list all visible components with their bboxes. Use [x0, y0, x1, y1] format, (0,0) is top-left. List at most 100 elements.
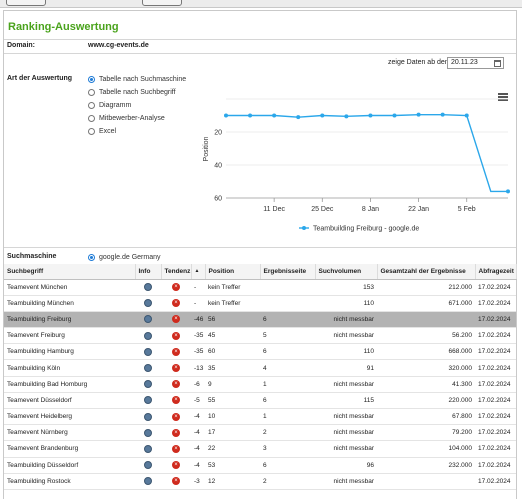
table-row[interactable]: Teambuilding München × - kein Treffer 110 671…	[4, 295, 516, 312]
table-row[interactable]: Teamevent Heidelberg × -4 10 1 nicht messbar 6…	[4, 408, 516, 426]
x-tick-label: 25 Dec	[311, 206, 334, 213]
col-abfragezeit[interactable]: Abfragezeit	[475, 264, 517, 280]
table-row[interactable]: Teambuilding Hamburg × -35 60 6 110 668.000 17.…	[4, 343, 516, 361]
info-icon[interactable]	[144, 444, 152, 453]
cell-suchvolumen: 96	[315, 457, 377, 474]
date-input[interactable]: 20.11.23	[447, 57, 504, 69]
radio-button[interactable]	[88, 127, 95, 135]
trend-down-icon: ×	[172, 283, 180, 292]
cell-ergebnisseite: 6	[260, 457, 315, 474]
cell-abfragezeit: 17.02.2024	[475, 440, 516, 458]
cell-suchbegriff: Teambuilding Bad Homburg	[4, 376, 135, 393]
info-icon[interactable]	[144, 380, 152, 389]
cell-tendenz: -35	[191, 327, 205, 345]
sort-ascending-icon[interactable]: ▲	[191, 264, 206, 280]
table-row[interactable]: Teamevent Freiburg × -35 45 5 nicht messbar 56…	[4, 327, 516, 345]
radio-button[interactable]	[88, 75, 95, 83]
cell-suchbegriff: Teambuilding Rostock	[4, 473, 135, 490]
date-value: 20.11.23	[451, 59, 478, 66]
cell-tendenz: -4	[191, 408, 205, 426]
cell-suchvolumen: nicht messbar	[315, 408, 377, 426]
info-icon[interactable]	[144, 428, 152, 437]
trend-down-icon: ×	[172, 461, 180, 470]
info-icon[interactable]	[144, 315, 152, 324]
cell-position: 17	[205, 424, 260, 442]
table-row[interactable]: Teamevent Brandenburg × -4 22 3 nicht messbar…	[4, 440, 516, 458]
info-icon[interactable]	[144, 477, 152, 486]
cell-abfragezeit: 17.02.2024	[475, 359, 516, 377]
info-icon[interactable]	[144, 347, 152, 356]
data-point	[224, 113, 228, 118]
radio-excel[interactable]: Excel	[88, 126, 116, 136]
cell-ergebnisseite: 1	[260, 376, 315, 393]
radio-diagramm[interactable]: Diagramm	[88, 100, 131, 110]
cell-ergebnisseite: 1	[260, 408, 315, 426]
cell-suchbegriff: Teamevent München	[4, 279, 135, 296]
info-icon[interactable]	[144, 412, 152, 421]
table-row[interactable]: Teamevent Nürnberg × -4 17 2 nicht messbar 79.…	[4, 424, 516, 442]
cell-ergebnisseite: 2	[260, 424, 315, 442]
cell-suchvolumen: 110	[315, 343, 377, 361]
x-tick-label: 22 Jan	[408, 206, 429, 213]
info-icon[interactable]	[144, 364, 152, 373]
table-row[interactable]: Teambuilding Freiburg × -46 56 6 nicht messba…	[4, 311, 516, 329]
radio-google-de[interactable]: google.de Germany	[88, 252, 160, 262]
radio-tabelle-suchmaschine[interactable]: Tabelle nach Suchmaschine	[88, 74, 186, 84]
cell-gesamtzahl: 56.200	[377, 327, 475, 345]
data-point	[440, 112, 445, 117]
radio-button[interactable]	[88, 101, 95, 109]
data-point	[248, 113, 253, 118]
col-position[interactable]: Position	[205, 264, 261, 280]
cell-tendenz: -46	[191, 311, 205, 329]
col-info[interactable]: Info	[135, 264, 162, 280]
trend-down-icon: ×	[172, 299, 180, 308]
cell-gesamtzahl: 79.200	[377, 424, 475, 442]
table-header: Suchbegriff Info Tendenz ▲ Position Erge…	[4, 264, 517, 280]
radio-label: Tabelle nach Suchbegriff	[99, 88, 176, 96]
table-row[interactable]: Teambuilding Köln × -13 35 4 91 320.000 17.02.2…	[4, 359, 516, 377]
cell-position: 9	[205, 376, 260, 393]
cell-tendenz: -	[191, 295, 205, 312]
col-tendenz[interactable]: Tendenz	[161, 264, 192, 280]
cell-gesamtzahl	[377, 473, 475, 490]
table-row[interactable]: Teambuilding Rostock × -3 12 2 nicht messbar 1…	[4, 473, 516, 490]
col-suchvolumen[interactable]: Suchvolumen	[315, 264, 378, 280]
info-icon[interactable]	[144, 396, 152, 405]
cell-position: 12	[205, 473, 260, 490]
cell-abfragezeit: 17.02.2024	[475, 327, 516, 345]
date-label: zeige Daten ab dem	[388, 59, 451, 66]
calendar-icon[interactable]	[494, 60, 501, 67]
cell-ergebnisseite: 4	[260, 359, 315, 377]
cell-suchvolumen: nicht messbar	[315, 473, 377, 490]
cell-position: kein Treffer	[205, 295, 260, 312]
table-row[interactable]: Teamevent München × - kein Treffer 153 212.00…	[4, 279, 516, 296]
trend-down-icon: ×	[172, 396, 180, 405]
cell-ergebnisseite	[260, 295, 315, 312]
info-icon[interactable]	[144, 283, 152, 292]
cell-abfragezeit: 17.02.2024	[475, 392, 516, 410]
info-icon[interactable]	[144, 461, 152, 470]
table-row[interactable]: Teambuilding Bad Homburg × -6 9 1 nicht messb…	[4, 376, 516, 393]
cell-suchbegriff: Teambuilding Hamburg	[4, 343, 135, 361]
cell-position: kein Treffer	[205, 279, 260, 296]
radio-button[interactable]	[88, 88, 95, 96]
radio-button[interactable]	[88, 253, 95, 261]
col-suchbegriff[interactable]: Suchbegriff	[4, 264, 136, 280]
radio-label: Mitbewerber-Analyse	[99, 114, 165, 122]
cell-suchbegriff: Teamevent Brandenburg	[4, 440, 135, 458]
chart-menu-icon[interactable]	[498, 93, 508, 101]
table-row[interactable]: Teambuilding Düsseldorf × -4 53 6 96 232.000 17…	[4, 457, 516, 474]
col-gesamtzahl[interactable]: Gesamtzahl der Ergebnisse	[377, 264, 476, 280]
radio-tabelle-suchbegriff[interactable]: Tabelle nach Suchbegriff	[88, 87, 176, 97]
col-ergebnisseite[interactable]: Ergebnisseite	[260, 264, 316, 280]
radio-mitbewerber[interactable]: Mitbewerber-Analyse	[88, 113, 165, 123]
cell-tendenz: -3	[191, 473, 205, 490]
table-row[interactable]: Teamevent Düsseldorf × -5 55 6 115 220.000 17.0…	[4, 392, 516, 410]
info-icon[interactable]	[144, 331, 152, 340]
toolbar-button[interactable]	[6, 0, 46, 6]
radio-button[interactable]	[88, 114, 95, 122]
cell-gesamtzahl: 41.300	[377, 376, 475, 393]
suchmaschine-label: Suchmaschine	[7, 253, 57, 260]
toolbar-button[interactable]	[142, 0, 182, 6]
info-icon[interactable]	[144, 299, 152, 308]
